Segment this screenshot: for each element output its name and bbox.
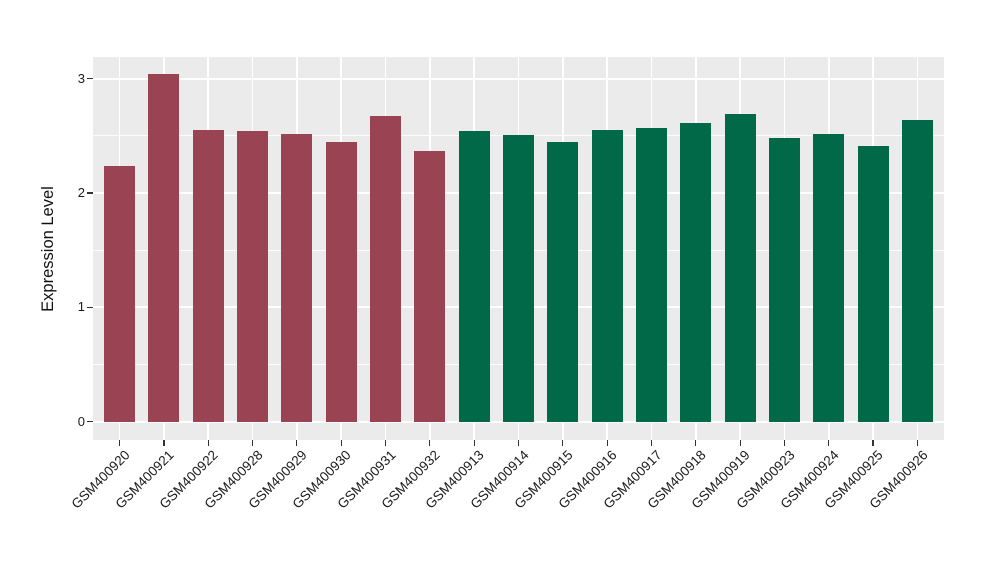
x-tick-mark bbox=[606, 440, 608, 446]
y-tick-label: 3 bbox=[77, 70, 85, 86]
plot-panel bbox=[93, 57, 944, 440]
bar bbox=[503, 134, 534, 422]
y-tick-mark bbox=[87, 192, 93, 194]
x-tick-mark bbox=[916, 440, 918, 446]
x-tick-mark bbox=[473, 440, 475, 446]
x-tick-mark bbox=[163, 440, 165, 446]
bar bbox=[680, 123, 712, 422]
bar bbox=[901, 119, 933, 422]
bar bbox=[104, 165, 136, 422]
y-tick-mark bbox=[87, 306, 93, 308]
x-tick-mark bbox=[828, 440, 830, 446]
bar bbox=[635, 127, 667, 422]
bar bbox=[813, 133, 845, 422]
bar bbox=[857, 146, 889, 422]
x-tick-mark bbox=[340, 440, 342, 446]
x-tick-mark bbox=[783, 440, 786, 446]
bar bbox=[237, 131, 269, 422]
x-tick-mark bbox=[207, 440, 209, 446]
x-tick-mark bbox=[118, 440, 121, 446]
bar bbox=[724, 114, 756, 422]
bar bbox=[414, 150, 446, 422]
bar bbox=[325, 141, 357, 422]
y-tick-mark bbox=[87, 421, 93, 423]
x-tick-mark bbox=[251, 440, 254, 446]
y-tick-label: 2 bbox=[77, 185, 85, 201]
x-tick-mark bbox=[517, 440, 520, 446]
bar bbox=[547, 141, 579, 422]
x-tick-mark bbox=[695, 440, 697, 446]
bar bbox=[192, 130, 224, 422]
bar bbox=[458, 131, 490, 422]
x-tick-mark bbox=[384, 440, 387, 446]
y-tick-label: 0 bbox=[77, 413, 85, 429]
y-tick-label: 1 bbox=[77, 299, 85, 315]
bar bbox=[768, 138, 800, 422]
bar bbox=[148, 74, 180, 422]
bar bbox=[281, 133, 313, 422]
x-tick-mark bbox=[429, 440, 431, 446]
x-tick-mark bbox=[739, 440, 741, 446]
x-tick-mark bbox=[562, 440, 564, 446]
bar bbox=[591, 130, 623, 422]
y-tick-mark bbox=[87, 78, 93, 80]
x-tick-mark bbox=[650, 440, 653, 446]
bar bbox=[370, 116, 402, 422]
x-tick-mark bbox=[296, 440, 298, 446]
x-tick-mark bbox=[872, 440, 874, 446]
y-axis-title: Expression Level bbox=[39, 186, 57, 312]
